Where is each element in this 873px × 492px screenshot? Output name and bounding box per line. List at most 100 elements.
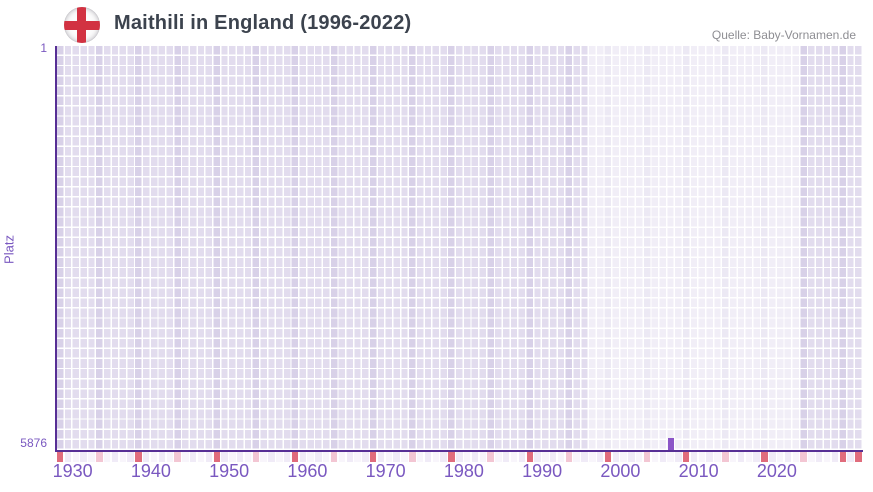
timeline-marker-cell [510,452,518,462]
timeline-marker-cell [135,452,142,462]
timeline-marker-cell [103,452,111,462]
timeline-marker-cell [174,452,181,462]
timeline-marker-cell [307,452,314,462]
x-axis-tick-label: 2000 [600,461,641,481]
timeline-marker-cell [213,452,220,462]
timeline-marker-cell [72,452,80,462]
timeline-marker-cell [448,452,455,462]
timeline-marker-cell [283,452,291,462]
timeline-marker-cell [127,452,134,462]
timeline-marker-cell [57,452,64,462]
timeline-marker-cell [377,452,385,462]
timeline-marker-cell [628,452,635,462]
timeline-marker-cell [667,452,674,462]
timeline-marker-cell [487,452,494,462]
timeline-marker-cell [197,452,205,462]
timeline-marker-cell [683,452,690,462]
timeline-marker-cell [111,452,119,462]
timeline-marker-cell [166,452,173,462]
x-axis-tick-label: 1930 [52,461,93,481]
timeline-marker-cell [424,452,432,462]
timeline-marker-cell [542,452,549,462]
timeline-marker-cell [816,452,823,462]
chart-title: Maithili in England (1996-2022) [114,12,412,34]
timeline-marker-cell [252,452,260,462]
timeline-marker-cell [620,452,627,462]
x-axis-tick-label: 1940 [130,461,171,481]
timeline-marker-cell [432,452,440,462]
timeline-marker-cell [776,452,784,462]
england-flag-icon [64,7,100,43]
timeline-marker-cell [385,452,393,462]
timeline-marker-cell [143,452,150,462]
timeline-marker-cell [636,452,643,462]
x-axis-tick-label: 1970 [365,461,406,481]
timeline-marker-cell [440,452,447,462]
timeline-marker-cell [416,452,424,462]
x-axis-tick-label: 2010 [678,461,719,481]
timeline-marker-cell [839,452,846,462]
timeline-marker-cell [847,452,854,462]
timeline-marker-cell [80,452,87,462]
timeline-marker-cell [323,452,330,462]
timeline-marker-cell [557,452,565,462]
x-axis-tick-label: 1960 [287,461,328,481]
timeline-marker-cell [276,452,283,462]
data-period-highlight [589,46,801,450]
timeline-marker-cell [784,452,792,462]
timeline-marker-cell [737,452,745,462]
timeline-marker-cell [456,452,463,462]
timeline-marker-cell [800,452,807,462]
timeline-marker-cell [362,452,369,462]
x-axis-tick-label: 1950 [209,461,250,481]
timeline-marker-cell [549,452,557,462]
timeline-marker-cell [612,452,619,462]
timeline-marker-cell [855,452,862,462]
source-attribution: Quelle: Baby-Vornamen.de [711,28,856,42]
timeline-marker-cell [205,452,213,462]
timeline-marker-cell [690,452,698,462]
timeline-marker-cell [221,452,228,462]
timeline-marker-cell [401,452,408,462]
rank-data-point[interactable] [667,438,675,450]
timeline-marker-cell [651,452,659,462]
timeline-marker-cell [96,452,103,462]
timeline-marker-cell [346,452,353,462]
timeline-marker-cell [409,452,416,462]
timeline-marker-cell [479,452,486,462]
timeline-marker-cell [463,452,471,462]
timeline-marker-cell [518,452,526,462]
timeline-marker-cell [229,452,236,462]
timeline-marker-cell [260,452,267,462]
plot-area [55,46,863,452]
timeline-marker-cell [291,452,299,462]
timeline-marker-cell [643,452,651,462]
timeline-marker-cell [393,452,400,462]
flag-cross-vertical [76,7,86,43]
timeline-marker-cell [596,452,604,462]
timeline-marker-cell [150,452,158,462]
timeline-marker-cell [745,452,753,462]
x-axis-tick-label: 1980 [443,461,484,481]
timeline-marker-cell [370,452,377,462]
timeline-marker-cell [182,452,189,462]
timeline-marker-cell [495,452,502,462]
timeline-marker-cell [64,452,72,462]
timeline-marker-cell [729,452,737,462]
timeline-marker-cell [706,452,713,462]
x-axis-tick-label: 1990 [522,461,563,481]
timeline-marker-cell [471,452,479,462]
timeline-marker-cell [158,452,166,462]
timeline-marker-cell [299,452,306,462]
timeline-marker-cell [769,452,776,462]
y-axis-title: Platz [1,235,17,264]
timeline-marker-cell [714,452,721,462]
timeline-marker-cell [573,452,580,462]
timeline-marker-cell [503,452,510,462]
timeline-marker-cell [354,452,361,462]
timeline-marker-cell [526,452,533,462]
timeline-marker-cell [589,452,596,462]
timeline-marker-cell [268,452,275,462]
timeline-marker-cell [190,452,197,462]
